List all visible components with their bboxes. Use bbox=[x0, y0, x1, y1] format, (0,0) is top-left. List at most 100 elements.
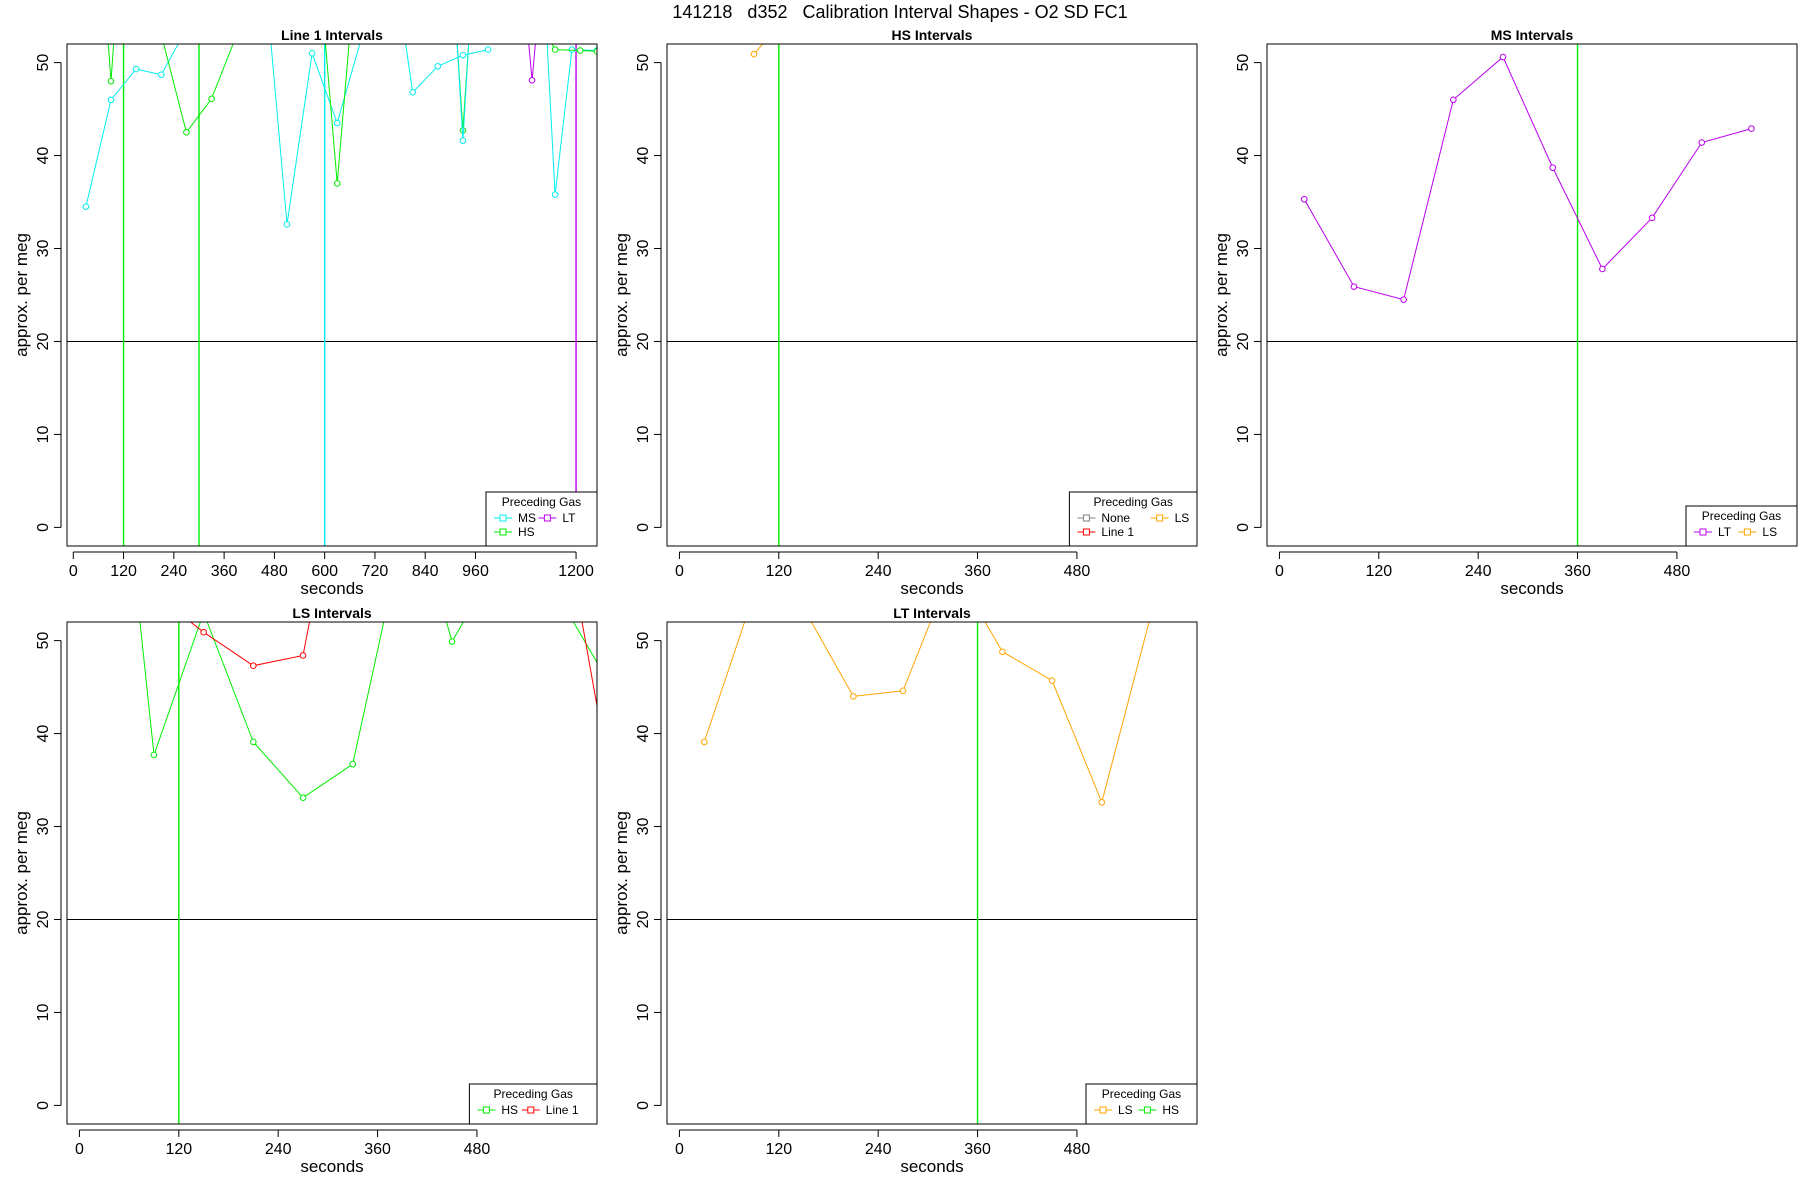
legend-marker-hs bbox=[499, 528, 507, 536]
x-tick-label: 120 bbox=[765, 1141, 792, 1158]
data-point bbox=[1599, 265, 1606, 273]
data-point bbox=[333, 119, 341, 127]
panel-lt-intervals: LT Intervals 0 120 240 360 480 seconds 0 10 20 30 4… bbox=[600, 600, 1200, 1178]
legend-label-ms: MS bbox=[518, 511, 536, 525]
legend-label-ls: LS bbox=[1762, 525, 1777, 539]
y-tick-label: 0 bbox=[635, 523, 652, 532]
y-tick-label: 40 bbox=[635, 147, 652, 165]
data-point bbox=[1549, 164, 1557, 171]
legend-marker-hs bbox=[482, 1106, 490, 1114]
data-point bbox=[150, 751, 158, 759]
series-line-ms bbox=[546, 44, 597, 195]
data-point bbox=[308, 49, 316, 57]
data-point bbox=[208, 95, 215, 103]
x-tick-label: 120 bbox=[110, 563, 137, 580]
legend-label-ls: LS bbox=[1118, 1103, 1133, 1117]
series-group bbox=[700, 622, 1150, 806]
y-tick-label: 50 bbox=[635, 54, 652, 72]
data-point bbox=[1748, 125, 1755, 132]
legend-marker-line-1 bbox=[527, 1106, 535, 1114]
data-point bbox=[1350, 283, 1358, 290]
series-line-hs bbox=[163, 44, 234, 134]
x-tick-label: 240 bbox=[865, 1141, 892, 1158]
y-tick-label: 30 bbox=[35, 240, 52, 258]
data-point bbox=[333, 180, 341, 187]
y-axis-label: approx. per meg bbox=[612, 811, 631, 935]
y-tick-label: 20 bbox=[635, 332, 652, 350]
series-group bbox=[750, 44, 764, 58]
y-tick-label: 50 bbox=[1235, 54, 1252, 72]
series-group bbox=[82, 44, 597, 228]
y-tick-label: 0 bbox=[35, 1101, 52, 1110]
legend-box bbox=[1685, 505, 1798, 547]
data-point bbox=[183, 129, 190, 136]
legend-label-lt: LT bbox=[562, 511, 576, 525]
data-point bbox=[484, 46, 492, 53]
data-point bbox=[448, 638, 456, 645]
plot-frame bbox=[666, 621, 1198, 1125]
data-point bbox=[1698, 139, 1706, 146]
legend-label-hs: HS bbox=[1162, 1103, 1179, 1117]
legend: Preceding Gas LS HS bbox=[1085, 1083, 1198, 1125]
chart-ms-intervals: MS Intervals 0 120 240 360 480 seconds 0 10 20 30 4… bbox=[1212, 27, 1798, 598]
legend-marker-line-1 bbox=[1082, 528, 1090, 536]
series-line-hs bbox=[445, 622, 464, 643]
data-point bbox=[132, 65, 140, 73]
panel-hs-intervals: HS Intervals 0 120 240 360 480 seconds 0 10 20 30 4… bbox=[600, 22, 1200, 600]
chart-title: HS Intervals bbox=[892, 27, 973, 43]
chart-title: Line 1 Intervals bbox=[281, 27, 383, 43]
x-tick-label: 120 bbox=[165, 1141, 192, 1158]
x-tick-label: 360 bbox=[964, 1141, 991, 1158]
series-line-ms bbox=[270, 44, 361, 225]
y-tick-label: 20 bbox=[635, 910, 652, 928]
y-axis-label: approx. per meg bbox=[12, 233, 31, 357]
panel-ms-intervals: MS Intervals 0 120 240 360 480 seconds 0 10 20 30 4… bbox=[1200, 22, 1800, 600]
x-tick-label: 120 bbox=[765, 563, 792, 580]
x-tick-label: 480 bbox=[1064, 1141, 1091, 1158]
chart-title: LS Intervals bbox=[292, 605, 372, 621]
series-line-hs bbox=[139, 622, 385, 799]
data-point bbox=[299, 794, 307, 801]
plot-frame bbox=[66, 621, 598, 1125]
x-tick-label: 600 bbox=[311, 563, 338, 580]
data-point bbox=[250, 662, 257, 669]
y-tick-label: 30 bbox=[35, 818, 52, 836]
x-tick-label: 360 bbox=[364, 1141, 391, 1158]
x-tick-label: 1200 bbox=[558, 563, 594, 580]
data-point bbox=[551, 46, 559, 53]
data-point bbox=[459, 137, 467, 144]
legend-marker-ls bbox=[1743, 528, 1751, 536]
legend-label-ls: LS bbox=[1175, 511, 1190, 525]
x-tick-label: 840 bbox=[412, 563, 439, 580]
y-tick-label: 0 bbox=[1235, 523, 1252, 532]
x-tick-label: 720 bbox=[362, 563, 389, 580]
legend-label-lt: LT bbox=[1718, 525, 1732, 539]
data-point bbox=[1098, 799, 1106, 806]
y-tick-label: 50 bbox=[35, 54, 52, 72]
y-tick-label: 10 bbox=[635, 425, 652, 443]
x-axis-label: seconds bbox=[900, 579, 963, 598]
y-tick-label: 40 bbox=[635, 725, 652, 743]
x-tick-label: 240 bbox=[265, 1141, 292, 1158]
data-point bbox=[850, 693, 857, 700]
data-point bbox=[283, 221, 291, 228]
legend-marker-lt bbox=[543, 514, 551, 522]
x-tick-label: 480 bbox=[1064, 563, 1091, 580]
legend: Preceding Gas LT LS bbox=[1685, 505, 1798, 547]
legend-label-line-1: Line 1 bbox=[1101, 525, 1134, 539]
data-point bbox=[576, 47, 584, 54]
y-tick-label: 50 bbox=[35, 632, 52, 650]
series-line-hs bbox=[551, 44, 597, 52]
series-group bbox=[139, 622, 597, 801]
legend-box bbox=[1085, 1083, 1198, 1125]
series-line-lt bbox=[1303, 56, 1752, 301]
y-tick-label: 30 bbox=[635, 240, 652, 258]
y-tick-label: 30 bbox=[1235, 240, 1252, 258]
data-point bbox=[157, 71, 165, 78]
legend-title: Preceding Gas bbox=[1702, 509, 1781, 523]
y-tick-label: 40 bbox=[1235, 147, 1252, 165]
legend-marker-hs bbox=[1143, 1106, 1151, 1114]
series-line-ms bbox=[85, 44, 179, 207]
